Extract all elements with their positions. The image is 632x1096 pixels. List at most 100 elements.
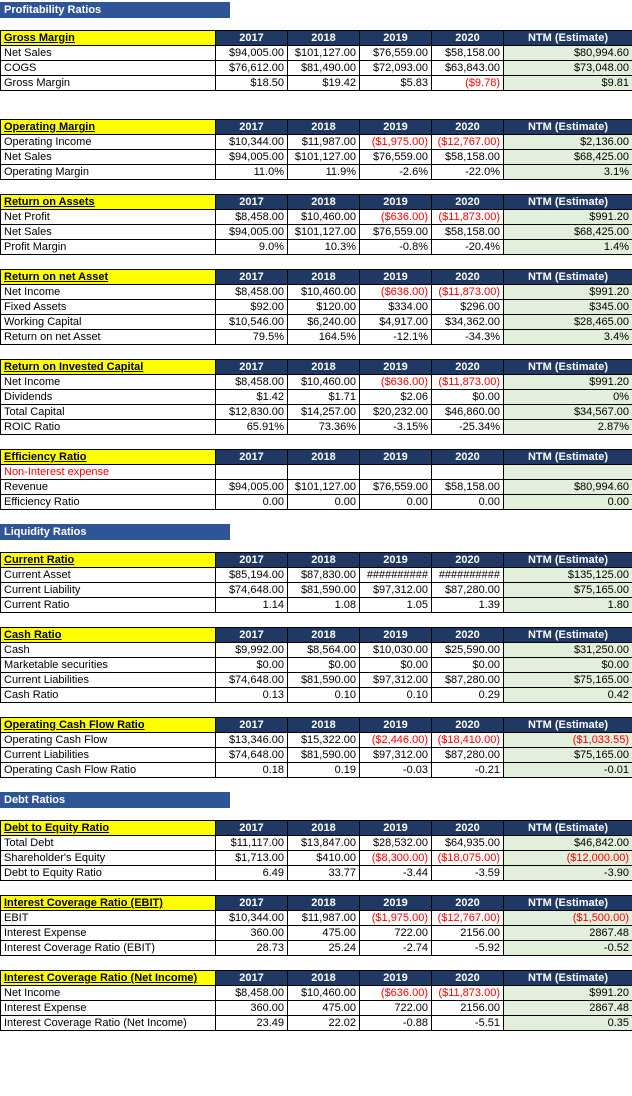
value-cell[interactable]: ($636.00)	[359, 374, 432, 390]
value-cell[interactable]: $9,992.00	[215, 642, 288, 658]
value-cell[interactable]: ##########	[431, 567, 504, 583]
row-label[interactable]: Interest Coverage Ratio (EBIT)	[0, 940, 216, 956]
value-cell[interactable]: $10,030.00	[359, 642, 432, 658]
value-cell[interactable]: 3.1%	[503, 164, 632, 180]
row-label[interactable]: Net Sales	[0, 224, 216, 240]
value-cell[interactable]: $410.00	[287, 850, 360, 866]
row-label[interactable]: Profit Margin	[0, 239, 216, 255]
column-header-2019[interactable]: 2019	[359, 119, 432, 135]
value-cell[interactable]: -3.44	[359, 865, 432, 881]
value-cell[interactable]: $76,559.00	[359, 149, 432, 165]
column-header-2019[interactable]: 2019	[359, 269, 432, 285]
column-header-2017[interactable]: 2017	[215, 820, 288, 836]
value-cell[interactable]: ##########	[359, 567, 432, 583]
value-cell[interactable]: $11,117.00	[215, 835, 288, 851]
value-cell[interactable]: $15,322.00	[287, 732, 360, 748]
column-header-2019[interactable]: 2019	[359, 552, 432, 568]
value-cell[interactable]: $1,713.00	[215, 850, 288, 866]
value-cell[interactable]: $18.50	[215, 75, 288, 91]
row-label[interactable]: Working Capital	[0, 314, 216, 330]
value-cell[interactable]: $87,280.00	[431, 582, 504, 598]
value-cell[interactable]: -3.15%	[359, 419, 432, 435]
value-cell[interactable]: 1.05	[359, 597, 432, 613]
value-cell[interactable]: 1.4%	[503, 239, 632, 255]
value-cell[interactable]: $12,830.00	[215, 404, 288, 420]
value-cell[interactable]: $991.20	[503, 985, 632, 1001]
value-cell[interactable]: ($12,767.00)	[431, 910, 504, 926]
row-label[interactable]: Operating Margin	[0, 164, 216, 180]
value-cell[interactable]: $81,590.00	[287, 672, 360, 688]
row-label[interactable]: Interest Expense	[0, 1000, 216, 1016]
column-header-ntm-estimate[interactable]: NTM (Estimate)	[503, 895, 632, 911]
column-header-2017[interactable]: 2017	[215, 269, 288, 285]
value-cell[interactable]: $11,987.00	[287, 134, 360, 150]
row-label[interactable]: Total Debt	[0, 835, 216, 851]
value-cell[interactable]: $8,458.00	[215, 284, 288, 300]
column-header-2018[interactable]: 2018	[287, 449, 360, 465]
value-cell[interactable]: 0.00	[359, 494, 432, 510]
row-label[interactable]: Operating Income	[0, 134, 216, 150]
value-cell[interactable]: $94,005.00	[215, 149, 288, 165]
value-cell[interactable]: ($12,000.00)	[503, 850, 632, 866]
row-label[interactable]: Gross Margin	[0, 75, 216, 91]
value-cell[interactable]: $5.83	[359, 75, 432, 91]
column-header-2019[interactable]: 2019	[359, 30, 432, 46]
value-cell[interactable]: 1.14	[215, 597, 288, 613]
value-cell[interactable]: $8,564.00	[287, 642, 360, 658]
value-cell[interactable]: $135,125.00	[503, 567, 632, 583]
value-cell[interactable]: ($1,500.00)	[503, 910, 632, 926]
table-title[interactable]: Gross Margin	[0, 30, 216, 46]
value-cell[interactable]: 0.00	[287, 494, 360, 510]
value-cell[interactable]: $8,458.00	[215, 209, 288, 225]
value-cell[interactable]: $14,257.00	[287, 404, 360, 420]
value-cell[interactable]: 0.10	[359, 687, 432, 703]
row-label[interactable]: EBIT	[0, 910, 216, 926]
column-header-2017[interactable]: 2017	[215, 970, 288, 986]
section-header-profitability-ratios[interactable]: Profitability Ratios	[0, 2, 230, 18]
row-label[interactable]: Revenue	[0, 479, 216, 495]
column-header-2018[interactable]: 2018	[287, 30, 360, 46]
value-cell[interactable]: 0.00	[215, 494, 288, 510]
value-cell[interactable]: -5.92	[431, 940, 504, 956]
value-cell[interactable]: $10,460.00	[287, 284, 360, 300]
value-cell[interactable]: $101,127.00	[287, 149, 360, 165]
value-cell[interactable]: $34,362.00	[431, 314, 504, 330]
column-header-2020[interactable]: 2020	[431, 552, 504, 568]
row-label[interactable]: Marketable securities	[0, 657, 216, 673]
row-label[interactable]: Net Income	[0, 284, 216, 300]
value-cell[interactable]: $68,425.00	[503, 224, 632, 240]
value-cell[interactable]: $81,590.00	[287, 747, 360, 763]
row-label[interactable]: Non-Interest expense	[0, 464, 216, 480]
value-cell[interactable]: $0.00	[431, 389, 504, 405]
value-cell[interactable]: $8,458.00	[215, 374, 288, 390]
column-header-2019[interactable]: 2019	[359, 820, 432, 836]
column-header-ntm-estimate[interactable]: NTM (Estimate)	[503, 820, 632, 836]
column-header-2020[interactable]: 2020	[431, 30, 504, 46]
value-cell[interactable]	[359, 464, 432, 480]
value-cell[interactable]: -0.8%	[359, 239, 432, 255]
value-cell[interactable]: $0.00	[287, 657, 360, 673]
value-cell[interactable]	[503, 464, 632, 480]
column-header-2018[interactable]: 2018	[287, 359, 360, 375]
column-header-2018[interactable]: 2018	[287, 119, 360, 135]
value-cell[interactable]: ($636.00)	[359, 209, 432, 225]
value-cell[interactable]: 2.87%	[503, 419, 632, 435]
value-cell[interactable]: $58,158.00	[431, 45, 504, 61]
row-label[interactable]: Operating Cash Flow Ratio	[0, 762, 216, 778]
column-header-ntm-estimate[interactable]: NTM (Estimate)	[503, 717, 632, 733]
row-label[interactable]: ROIC Ratio	[0, 419, 216, 435]
column-header-2017[interactable]: 2017	[215, 895, 288, 911]
table-title[interactable]: Return on Assets	[0, 194, 216, 210]
column-header-2020[interactable]: 2020	[431, 269, 504, 285]
table-title[interactable]: Return on net Asset	[0, 269, 216, 285]
value-cell[interactable]: 1.08	[287, 597, 360, 613]
row-label[interactable]: Shareholder's Equity	[0, 850, 216, 866]
value-cell[interactable]: -2.6%	[359, 164, 432, 180]
value-cell[interactable]: 25.24	[287, 940, 360, 956]
column-header-2018[interactable]: 2018	[287, 194, 360, 210]
value-cell[interactable]: $1.42	[215, 389, 288, 405]
row-label[interactable]: Cash	[0, 642, 216, 658]
row-label[interactable]: Fixed Assets	[0, 299, 216, 315]
value-cell[interactable]: -25.34%	[431, 419, 504, 435]
value-cell[interactable]: 0.00	[503, 494, 632, 510]
